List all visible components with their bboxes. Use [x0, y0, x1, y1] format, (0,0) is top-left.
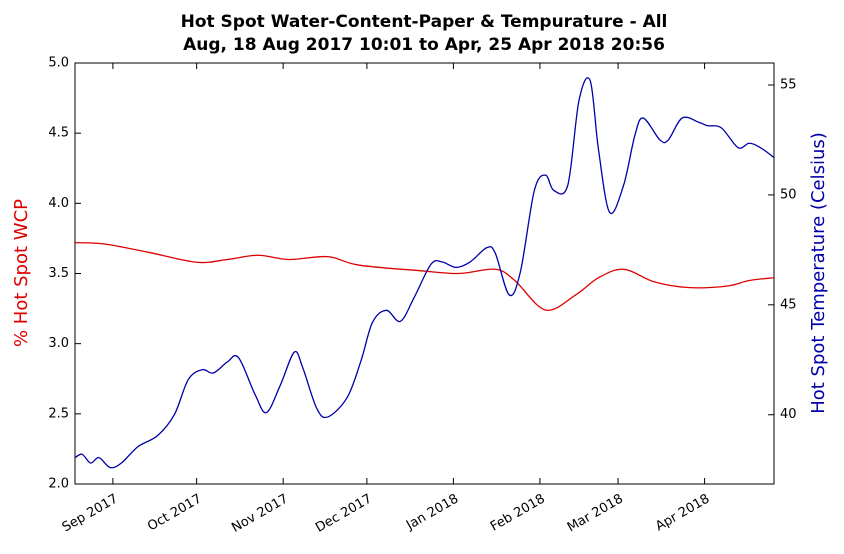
y2-tick-label: 55: [780, 77, 797, 92]
y-tick-label: 3.0: [48, 336, 69, 351]
x-tick-label: Apr 2018: [653, 492, 712, 535]
x-tick-label: Nov 2017: [229, 492, 291, 536]
x-tick-label: Feb 2018: [488, 492, 548, 535]
y-tick-label: 5.0: [48, 56, 69, 71]
y2-tick-label: 50: [780, 187, 797, 202]
y-tick-label: 2.5: [48, 406, 69, 421]
x-tick-label: Oct 2017: [145, 492, 204, 535]
line-series: [74, 77, 775, 469]
y-tick-label: 2.0: [48, 477, 69, 492]
plot-frame: [74, 62, 775, 485]
x-tick-label: Sep 2017: [60, 492, 121, 536]
x-tick-label: Jan 2018: [403, 492, 461, 534]
chart-title: Hot Spot Water-Content-Paper & Tempuratu…: [181, 12, 668, 32]
y-tick-label: 4.0: [48, 196, 69, 211]
y-tick-label: 3.5: [48, 266, 69, 281]
x-tick-label: Mar 2018: [565, 492, 626, 536]
x-tick-label: Dec 2017: [313, 492, 375, 536]
y2-axis-label: Hot Spot Temperature (Celsius): [808, 132, 829, 414]
y-tick-label: 4.5: [48, 126, 69, 141]
chart-subtitle: Aug, 18 Aug 2017 10:01 to Apr, 25 Apr 20…: [183, 35, 665, 55]
line-series: [74, 241, 775, 311]
y-axis-label: % Hot Spot WCP: [11, 199, 32, 347]
y2-tick-label: 45: [780, 297, 797, 312]
y2-tick-label: 40: [780, 407, 797, 422]
